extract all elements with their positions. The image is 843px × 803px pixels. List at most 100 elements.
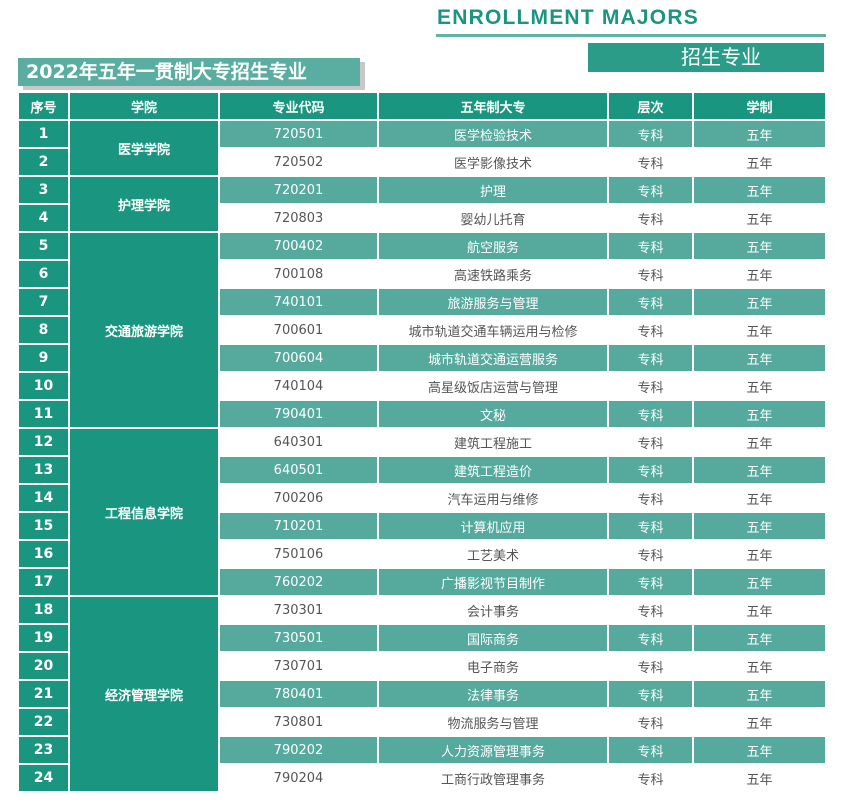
english-title: ENROLLMENT MAJORS [437,6,699,29]
major-name: 电子商务 [379,653,607,679]
college-cell: 护理学院 [70,177,218,231]
duration: 五年 [694,485,825,511]
column-header: 学制 [694,93,825,119]
major-code: 730301 [220,597,377,623]
table-row: 18 经济管理学院 730301 会计事务 专科 五年 [19,597,825,791]
duration: 五年 [694,401,825,427]
row-number: 17 [19,569,68,595]
table-row: 7 740101 旅游服务与管理 专科 五年 [19,289,825,315]
level: 专科 [609,177,692,203]
college-cell: 经济管理学院 [70,597,218,791]
duration: 五年 [694,121,825,147]
column-header: 专业代码 [220,93,377,119]
level: 专科 [609,653,692,679]
duration: 五年 [694,541,825,567]
table-row: 13 640501 建筑工程造价 专科 五年 [19,457,825,483]
major-name: 广播影视节目制作 [379,569,607,595]
level: 专科 [609,401,692,427]
row-number: 12 [19,429,68,455]
duration: 五年 [694,261,825,287]
row-number: 4 [19,205,68,231]
table-row: 5 交通旅游学院 700402 航空服务 专科 五年 [19,233,825,427]
table-row: 8 700601 城市轨道交通车辆运用与检修 专科 五年 [19,317,825,343]
level: 专科 [609,121,692,147]
level: 专科 [609,205,692,231]
duration: 五年 [694,373,825,399]
table-row: 17 760202 广播影视节目制作 专科 五年 [19,569,825,595]
level: 专科 [609,373,692,399]
major-code: 780401 [220,681,377,707]
table-header: 序号 学院 专业代码 五年制大专 层次 学制 [19,93,825,119]
row-number: 13 [19,457,68,483]
duration: 五年 [694,513,825,539]
page-title: 2022年五年一贯制大专招生专业 [18,58,360,86]
row-number: 11 [19,401,68,427]
row-number: 7 [19,289,68,315]
major-name: 城市轨道交通运营服务 [379,345,607,371]
column-header: 层次 [609,93,692,119]
row-number: 19 [19,625,68,651]
major-name: 会计事务 [379,597,607,623]
major-code: 700206 [220,485,377,511]
duration: 五年 [694,737,825,763]
major-code: 700604 [220,345,377,371]
major-name: 医学检验技术 [379,121,607,147]
duration: 五年 [694,289,825,315]
major-code: 790202 [220,737,377,763]
level: 专科 [609,317,692,343]
duration: 五年 [694,177,825,203]
duration: 五年 [694,317,825,343]
level: 专科 [609,289,692,315]
duration: 五年 [694,457,825,483]
major-name: 工艺美术 [379,541,607,567]
major-code: 710201 [220,513,377,539]
table-row: 6 700108 高速铁路乘务 专科 五年 [19,261,825,287]
major-code: 730801 [220,709,377,735]
duration: 五年 [694,149,825,175]
major-name: 婴幼儿托育 [379,205,607,231]
row-number: 22 [19,709,68,735]
table-row: 11 790401 文秘 专科 五年 [19,401,825,427]
level: 专科 [609,625,692,651]
row-number: 24 [19,765,68,791]
major-name: 航空服务 [379,233,607,259]
table-row: 20 730701 电子商务 专科 五年 [19,653,825,679]
major-name: 国际商务 [379,625,607,651]
table-row: 23 790202 人力资源管理事务 专科 五年 [19,737,825,763]
duration: 五年 [694,709,825,735]
level: 专科 [609,233,692,259]
major-name: 物流服务与管理 [379,709,607,735]
major-code: 640501 [220,457,377,483]
row-number: 9 [19,345,68,371]
college-cell: 交通旅游学院 [70,233,218,427]
level: 专科 [609,709,692,735]
duration: 五年 [694,429,825,455]
major-code: 700601 [220,317,377,343]
major-code: 720502 [220,149,377,175]
major-name: 护理 [379,177,607,203]
duration: 五年 [694,597,825,623]
major-name: 旅游服务与管理 [379,289,607,315]
table-row: 15 710201 计算机应用 专科 五年 [19,513,825,539]
table-row: 10 740104 高星级饭店运营与管理 专科 五年 [19,373,825,399]
major-name: 建筑工程造价 [379,457,607,483]
chinese-label: 招生专业 [588,43,824,72]
table-row: 24 790204 工商行政管理事务 专科 五年 [19,765,825,791]
level: 专科 [609,457,692,483]
row-number: 8 [19,317,68,343]
row-number: 1 [19,121,68,147]
duration: 五年 [694,681,825,707]
level: 专科 [609,737,692,763]
major-code: 720201 [220,177,377,203]
table-row: 14 700206 汽车运用与维修 专科 五年 [19,485,825,511]
row-number: 10 [19,373,68,399]
level: 专科 [609,681,692,707]
row-number: 3 [19,177,68,203]
level: 专科 [609,485,692,511]
major-code: 720803 [220,205,377,231]
duration: 五年 [694,765,825,791]
majors-table: 序号 学院 专业代码 五年制大专 层次 学制 1 医学学院 720501 医学检验技术 专科 五年 2… [17,91,827,793]
major-code: 730701 [220,653,377,679]
table-row: 19 730501 国际商务 专科 五年 [19,625,825,651]
major-code: 790401 [220,401,377,427]
